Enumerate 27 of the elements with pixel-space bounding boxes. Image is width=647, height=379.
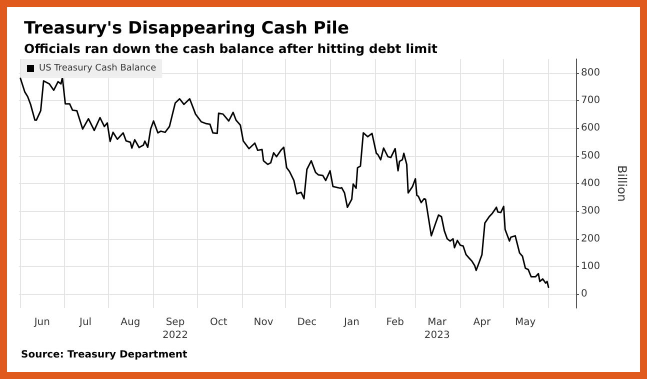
y-tick-label: 700	[581, 95, 600, 106]
y-tick-label: 0	[581, 288, 588, 300]
y-tick-label: 100	[581, 261, 600, 272]
x-tick-label: Feb	[386, 317, 404, 328]
x-tick-label: Sep 2022	[162, 317, 188, 341]
x-tick-label: Oct	[210, 317, 228, 328]
x-tick-label: Nov	[254, 317, 274, 328]
x-tick-label: Jan	[343, 317, 360, 328]
y-tick-label: 500	[581, 150, 600, 162]
y-tick-label: 300	[581, 206, 600, 217]
legend-label: US Treasury Cash Balance	[39, 64, 157, 74]
y-tick-label: 600	[581, 122, 600, 134]
y-tick-label: 200	[581, 233, 600, 244]
y-tick-label: 400	[581, 178, 600, 189]
x-tick-label: Jun	[33, 317, 50, 328]
line-series	[20, 76, 550, 288]
x-tick-label: Dec	[297, 317, 317, 328]
source-note: Source: Treasury Department	[21, 350, 188, 360]
x-tick-label: Jul	[78, 317, 92, 328]
y-tick-label: 800	[581, 67, 600, 78]
chart-subtitle: Officials ran down the cash balance after hitting debt limit	[24, 41, 438, 56]
x-tick-label: Apr	[473, 317, 492, 328]
x-tick-label: Mar 2023	[424, 317, 450, 341]
y-axis-title: Billion	[615, 165, 629, 202]
x-tick-label: Aug	[120, 317, 140, 328]
chart-title: Treasury's Disappearing Cash Pile	[24, 18, 350, 38]
x-tick-label: May	[515, 317, 536, 328]
